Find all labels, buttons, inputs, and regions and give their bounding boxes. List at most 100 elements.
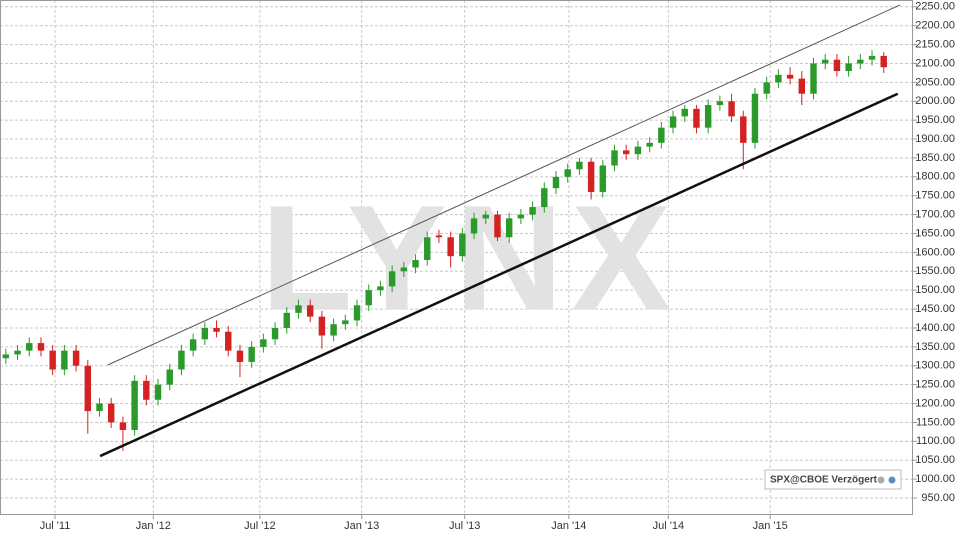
candle-body [306,305,314,317]
x-tick-label: Jan '14 [551,520,586,532]
candle-body [646,142,653,147]
y-tick-label: 1150.00 [916,416,955,428]
candle-body [353,305,361,321]
candle-body [14,350,21,355]
x-tick-label: Jul '12 [244,520,275,532]
y-tick-label: 1900.00 [915,133,955,145]
candle-body [388,271,396,287]
candle-body [2,354,10,359]
candle-body [342,320,349,325]
candle-body [377,286,384,291]
candle-body [611,150,618,166]
x-tick-label: Jan '12 [136,520,171,532]
y-tick-label: 2100.00 [915,57,955,69]
x-tick-label: Jan '13 [344,520,379,532]
y-tick-label: 1000.00 [915,473,955,485]
candle-body [763,82,770,94]
icon[interactable] [888,476,896,484]
y-tick-label: 1500.00 [915,284,955,296]
y-tick-label: 1950.00 [915,114,955,126]
candle-body [248,346,255,362]
candle-body [517,214,525,219]
candle-body [119,422,127,430]
candle-body [880,55,887,68]
y-tick-label: 2250.00 [915,1,955,13]
candle-body [84,365,92,412]
candle-body [751,93,759,143]
y-tick-label: 1400.00 [915,322,955,334]
candle-body [400,267,408,272]
candle-body [178,350,185,370]
candle-body [96,403,103,412]
x-tick-label: Jul '13 [449,520,480,532]
candle-body [529,207,536,215]
candle-body [154,384,162,400]
candle-body [833,59,841,72]
candle-body [541,188,548,208]
y-tick-label: 2000.00 [915,95,955,107]
candle-body [143,380,150,400]
source-label: SPX@CBOE Verzögert [770,475,878,486]
y-tick-label: 1800.00 [915,171,955,183]
candle-body [740,116,747,143]
candle-body [435,235,443,238]
candle-body [459,233,466,257]
y-tick-label: 1750.00 [915,190,955,202]
y-tick-label: 1300.00 [915,360,955,372]
candle-body [775,74,782,83]
candle-body [669,116,677,128]
y-tick-label: 1450.00 [915,303,955,315]
candle-body [61,350,68,370]
candle-body [857,59,864,64]
y-tick-label: 1850.00 [915,152,955,164]
candle-body [49,350,56,370]
candle-body [494,214,501,238]
candle-body [107,403,115,423]
candle-body [482,214,489,219]
candle-body [470,218,478,234]
y-tick-label: 950.00 [921,492,955,504]
candle-body [213,327,220,332]
candle-body [318,316,326,336]
source-box [764,469,902,490]
candle-body [447,237,454,257]
trend-line [107,4,901,366]
candle-body [236,350,244,362]
candle-body [658,127,665,143]
candle-body [681,108,688,117]
candle-body [260,339,267,347]
candle-body [225,331,232,351]
candle-body [798,78,806,94]
candle-body [786,74,794,79]
trend-line [99,92,899,458]
candle-body [599,165,607,192]
candle-body [189,339,197,351]
y-tick-label: 2050.00 [915,76,955,88]
y-tick-label: 1200.00 [915,397,955,409]
x-tick-label: Jul '11 [40,520,71,532]
candle-body [704,105,712,128]
candle-body [271,327,279,340]
candle-body [505,218,513,238]
y-tick-label: 1250.00 [915,379,955,391]
icon[interactable] [877,476,885,484]
y-tick-label: 1350.00 [915,341,955,353]
candle-body [330,324,337,336]
x-tick-label: Jul '14 [653,520,684,532]
candle-body [845,63,852,72]
candle-body [693,108,700,128]
candle-body [424,237,431,260]
candle-body [37,343,45,351]
candle-body [623,150,630,155]
candle-body [728,101,735,117]
candle-body [716,101,724,106]
y-tick-label: 1550.00 [915,265,955,277]
candle-body [131,380,138,430]
candle-body [587,161,595,192]
candle-body [295,305,302,313]
y-tick-label: 1700.00 [915,209,955,221]
y-tick-label: 1600.00 [915,246,955,258]
y-tick-label: 2200.00 [915,20,955,32]
candle-body [564,169,571,177]
